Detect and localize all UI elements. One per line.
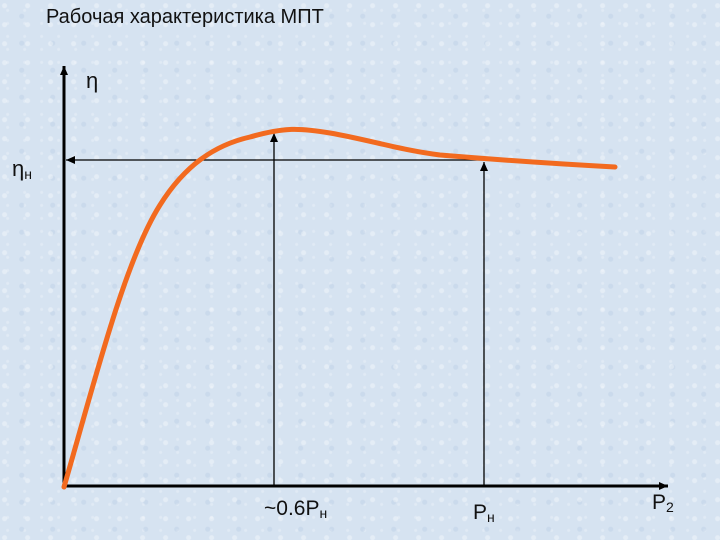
y-axis-label-text: η — [86, 68, 99, 93]
peak-power-symbol: ~0.6Р — [264, 497, 320, 520]
rated-power-label: Рн — [473, 501, 495, 525]
peak-power-subscript: н — [319, 505, 328, 521]
x-axis-label: Р2 — [652, 491, 674, 515]
diagram-title: Рабочая характеристика МПТ — [46, 6, 324, 28]
peak-power-label: ~0.6Рн — [264, 497, 328, 521]
efficiency-curve — [61, 126, 618, 490]
rated-power-subscript: н — [487, 509, 495, 525]
rated-efficiency-label: ηн — [12, 156, 32, 182]
x-axis-symbol: Р — [652, 491, 667, 514]
y-axis-label: η — [86, 70, 98, 92]
x-axis-subscript: 2 — [666, 499, 674, 515]
rated-power-symbol: Р — [473, 501, 488, 524]
rated-efficiency-subscript: н — [24, 166, 32, 182]
rated-efficiency-symbol: η — [12, 156, 25, 181]
